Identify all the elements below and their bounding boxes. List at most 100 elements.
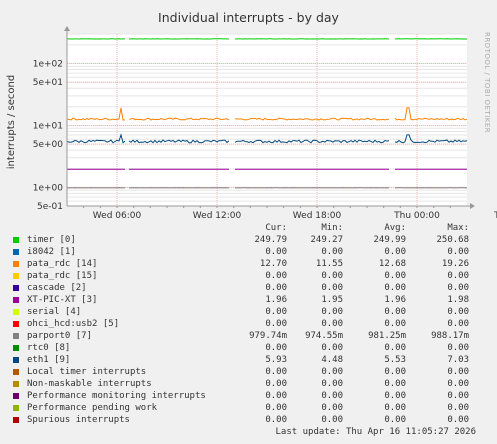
legend-row: Performance pending work 0.00 0.00 0.00 0.00 <box>0 402 497 414</box>
legend-max-value: 0.00 <box>447 247 469 257</box>
header-min: Min: <box>321 223 343 233</box>
x-tick-label: Wed 06:00 <box>93 211 142 221</box>
legend-max-value: 0.00 <box>447 343 469 353</box>
legend-swatch <box>13 297 19 303</box>
x-tick-label: Wed 12:00 <box>193 211 242 221</box>
legend-min-value: 0.00 <box>321 247 343 257</box>
legend-avg-value: 0.00 <box>384 403 406 413</box>
legend-swatch <box>13 393 19 399</box>
legend-avg-value: 0.00 <box>384 283 406 293</box>
legend-max-value: 0.00 <box>447 319 469 329</box>
legend-avg-value: 0.00 <box>384 367 406 377</box>
legend-row: eth1 [9] 5.93 4.48 5.53 7.03 <box>0 354 497 366</box>
y-tick-label: 1e+02 <box>33 60 63 70</box>
legend-row: cascade [2] 0.00 0.00 0.00 0.00 <box>0 282 497 294</box>
legend-max-value: 0.00 <box>447 271 469 281</box>
legend-swatch <box>13 285 19 291</box>
y-axis-arrow <box>64 26 70 31</box>
legend-series-name: Non-maskable interrupts <box>27 379 152 389</box>
legend-row: timer [0] 249.79 249.27 249.99 250.68 <box>0 234 497 246</box>
legend-row: pata_rdc [15] 0.00 0.00 0.00 0.00 <box>0 270 497 282</box>
legend-max-value: 0.00 <box>447 367 469 377</box>
legend-max-value: 0.00 <box>447 403 469 413</box>
legend-header: Cur: Min: Avg: Max: <box>0 222 497 234</box>
legend-max-value: 19.26 <box>441 259 469 269</box>
legend-row: Performance monitoring interrupts 0.00 0.0… <box>0 390 497 402</box>
legend-swatch <box>13 273 19 279</box>
series-lines <box>66 38 468 189</box>
legend-avg-value: 0.00 <box>384 343 406 353</box>
plot-area <box>67 34 467 206</box>
x-axis-arrow <box>470 203 475 209</box>
legend-row: ohci_hcd:usb2 [5] 0.00 0.00 0.00 0.00 <box>0 318 497 330</box>
legend-swatch <box>13 357 19 363</box>
legend-avg-value: 0.00 <box>384 391 406 401</box>
legend-series-name: timer [0] <box>27 235 76 245</box>
legend-max-value: 0.00 <box>447 307 469 317</box>
legend-row: i8042 [1] 0.00 0.00 0.00 0.00 <box>0 246 497 258</box>
legend-cur-value: 0.00 <box>265 403 287 413</box>
legend-row: pata_rdc [14] 12.70 11.55 12.68 19.26 <box>0 258 497 270</box>
legend-cur-value: 0.00 <box>265 391 287 401</box>
legend-min-value: 0.00 <box>321 379 343 389</box>
legend-cur-value: 5.93 <box>265 355 287 365</box>
legend-series-name: ohci_hcd:usb2 [5] <box>27 319 120 329</box>
legend-cur-value: 0.00 <box>265 283 287 293</box>
legend-cur-value: 0.00 <box>265 247 287 257</box>
legend-avg-value: 0.00 <box>384 307 406 317</box>
legend-row: Non-maskable interrupts 0.00 0.00 0.00 0.00 <box>0 378 497 390</box>
x-tick-label: Thu 06:00 <box>493 211 497 221</box>
legend-avg-value: 0.00 <box>384 271 406 281</box>
legend-series-name: serial [4] <box>27 307 82 317</box>
legend-swatch <box>13 237 19 243</box>
legend-min-value: 11.55 <box>315 259 343 269</box>
legend-min-value: 974.55m <box>305 331 343 341</box>
legend-series-name: Spurious interrupts <box>27 415 130 425</box>
legend-min-value: 0.00 <box>321 271 343 281</box>
legend-series-name: Performance monitoring interrupts <box>27 391 206 401</box>
legend-max-value: 7.03 <box>447 355 469 365</box>
legend-series-name: rtc0 [8] <box>27 343 71 353</box>
legend-row: parport0 [7] 979.74m 974.55m 981.25m 988.17m <box>0 330 497 342</box>
series-line <box>66 133 468 144</box>
legend-swatch <box>13 381 19 387</box>
y-axis-label: interrupts / second <box>6 75 17 169</box>
legend-series-name: Performance pending work <box>27 403 158 413</box>
legend-avg-value: 0.00 <box>384 247 406 257</box>
legend-series-name: pata_rdc [15] <box>27 271 98 281</box>
legend-min-value: 0.00 <box>321 367 343 377</box>
legend-avg-value: 0.00 <box>384 379 406 389</box>
legend-avg-value: 5.53 <box>384 355 406 365</box>
series-line <box>66 107 468 121</box>
legend-cur-value: 0.00 <box>265 367 287 377</box>
legend-row: serial [4] 0.00 0.00 0.00 0.00 <box>0 306 497 318</box>
legend-max-value: 0.00 <box>447 391 469 401</box>
legend-row: XT-PIC-XT [3] 1.96 1.95 1.96 1.98 <box>0 294 497 306</box>
y-tick-label: 5e-01 <box>37 202 63 212</box>
legend-swatch <box>13 309 19 315</box>
x-tick-label: Thu 00:00 <box>393 211 440 221</box>
legend-series-name: cascade [2] <box>27 283 87 293</box>
legend-cur-value: 0.00 <box>265 307 287 317</box>
legend-min-value: 1.95 <box>321 295 343 305</box>
x-tick-labels: Wed 06:00 Wed 12:00 Wed 18:00 Thu 00:00 Thu … <box>93 211 497 221</box>
legend-cur-value: 12.70 <box>259 259 287 269</box>
chart: Individual interrupts - by day interrupt… <box>6 10 497 221</box>
legend-min-value: 0.00 <box>321 283 343 293</box>
legend-series-name: pata_rdc [14] <box>27 259 98 269</box>
y-tick-labels: 5e-01 1e+00 5e+00 1e+01 5e+01 1e+02 <box>33 60 64 213</box>
legend-cur-value: 0.00 <box>265 271 287 281</box>
legend-series-name: i8042 [1] <box>27 247 76 257</box>
legend-avg-value: 0.00 <box>384 319 406 329</box>
y-tick-label: 1e+00 <box>33 183 64 193</box>
y-tick-label: 5e+01 <box>33 78 63 88</box>
legend-swatch <box>13 249 19 255</box>
legend-cur-value: 0.00 <box>265 415 287 425</box>
legend-swatch <box>13 345 19 351</box>
x-tick-label: Wed 18:00 <box>293 211 342 221</box>
legend-max-value: 1.98 <box>447 295 469 305</box>
legend-swatch <box>13 405 19 411</box>
chart-title: Individual interrupts - by day <box>158 10 340 25</box>
legend-max-value: 0.00 <box>447 379 469 389</box>
legend-series-name: parport0 [7] <box>27 331 93 341</box>
